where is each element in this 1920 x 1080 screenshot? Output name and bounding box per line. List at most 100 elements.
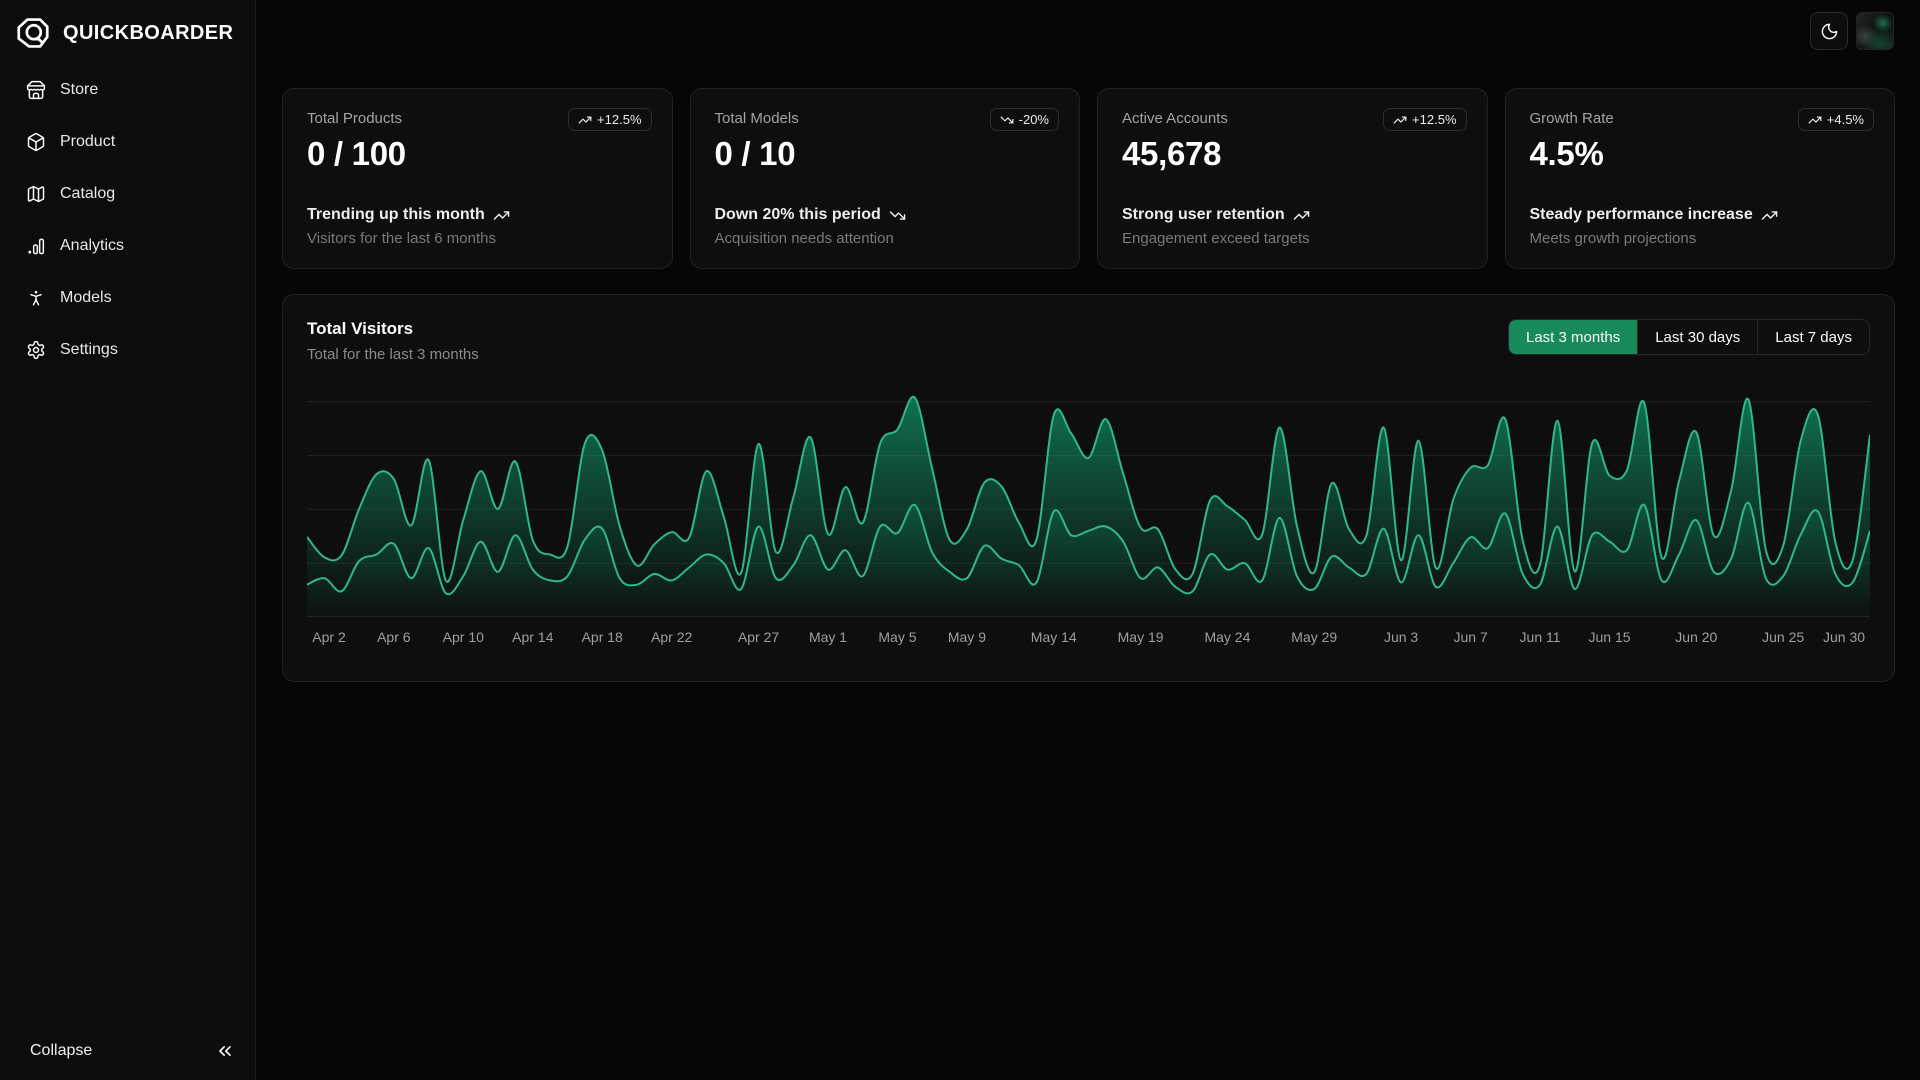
- stat-cards-row: Total Products +12.5% 0 / 100 Trending u…: [282, 88, 1895, 269]
- collapse-label: Collapse: [30, 1042, 93, 1059]
- footer-text: Down 20% this period: [714, 206, 881, 223]
- time-range-selector: Last 3 months Last 30 days Last 7 days: [1508, 319, 1870, 355]
- trend-badge: +12.5%: [1383, 108, 1467, 131]
- stat-card-total-models: Total Models -20% 0 / 10 Down 20% this p…: [689, 88, 1080, 269]
- footer-subtext: Meets growth projections: [1529, 230, 1697, 247]
- trending-down-icon: [889, 210, 906, 220]
- visitors-chart-plot[interactable]: [307, 393, 1870, 617]
- stat-card-total-products: Total Products +12.5% 0 / 100 Trending u…: [282, 88, 673, 269]
- stat-card-growth-rate: Growth Rate +4.5% 4.5% Steady performanc…: [1504, 88, 1895, 269]
- trend-badge: +12.5%: [568, 108, 652, 131]
- x-axis-tick: Apr 18: [581, 629, 623, 645]
- gear-icon: [26, 340, 46, 360]
- top-actions: [1810, 12, 1894, 50]
- sidebar-item-models[interactable]: Models: [16, 278, 239, 318]
- x-axis-labels: Apr 2 Apr 6 Apr 10 Apr 14 Apr 18 Apr 22 Apr 27…: [307, 621, 1870, 647]
- sidebar-item-label: Product: [60, 133, 116, 150]
- sidebar-item-catalog[interactable]: Catalog: [16, 174, 239, 214]
- badge-value: +12.5%: [1412, 112, 1457, 127]
- card-footer: Down 20% this period Acquisition needs a…: [715, 206, 1056, 247]
- x-axis-tick: Apr 6: [377, 629, 411, 645]
- total-visitors-card: Total Visitors Total for the last 3 mont…: [282, 294, 1895, 682]
- badge-value: +4.5%: [1826, 112, 1864, 127]
- badge-value: +12.5%: [597, 112, 642, 127]
- sidebar-collapse-button[interactable]: Collapse: [0, 1022, 255, 1080]
- person-icon: [26, 288, 46, 308]
- range-button-last-3-months[interactable]: Last 3 months: [1509, 320, 1638, 354]
- trend-badge: -20%: [989, 108, 1059, 131]
- card-label: Total Products: [307, 110, 403, 127]
- x-axis-tick: May 19: [1117, 629, 1164, 645]
- brand: QUICKBOARDER: [0, 0, 255, 52]
- brand-title: QUICKBOARDER: [63, 21, 234, 44]
- sidebar-item-label: Catalog: [60, 185, 116, 202]
- quickboarder-logo-icon: [14, 14, 52, 52]
- sidebar-item-label: Settings: [60, 341, 118, 358]
- chart-title: Total Visitors: [307, 319, 414, 338]
- chart-subtitle: Total for the last 3 months: [307, 346, 479, 363]
- visitors-area-chart: [307, 395, 1870, 617]
- trending-up-icon: [1293, 210, 1309, 220]
- store-icon: [26, 80, 46, 100]
- x-axis-tick: Apr 14: [512, 629, 554, 645]
- x-axis-tick: Apr 22: [651, 629, 693, 645]
- card-value: 0 / 10: [714, 135, 796, 172]
- sidebar-item-store[interactable]: Store: [16, 70, 239, 110]
- footer-text: Steady performance increase: [1529, 206, 1753, 223]
- card-value: 0 / 100: [307, 135, 406, 172]
- trending-up-icon: [1393, 116, 1407, 123]
- sidebar: QUICKBOARDER Store Produc: [0, 0, 256, 1080]
- card-footer: Strong user retention Engagement exceed …: [1122, 206, 1463, 247]
- bar-chart-icon: [26, 236, 46, 256]
- trend-badge: +4.5%: [1797, 108, 1874, 131]
- moon-icon: [1820, 22, 1839, 41]
- footer-subtext: Visitors for the last 6 months: [307, 230, 496, 247]
- sidebar-item-label: Models: [60, 289, 112, 306]
- x-axis-tick: May 5: [878, 629, 917, 645]
- footer-text: Strong user retention: [1122, 206, 1285, 223]
- x-axis-tick: May 9: [947, 629, 986, 645]
- sidebar-item-label: Store: [60, 81, 99, 98]
- x-axis-tick: Jun 7: [1453, 629, 1488, 645]
- card-label: Growth Rate: [1529, 110, 1614, 127]
- range-button-last-30-days[interactable]: Last 30 days: [1637, 320, 1757, 354]
- trending-up-icon: [493, 210, 510, 220]
- x-axis-tick: Jun 11: [1519, 629, 1561, 645]
- x-axis-tick: Jun 20: [1675, 629, 1718, 645]
- trending-up-icon: [1761, 210, 1778, 220]
- stat-card-active-accounts: Active Accounts +12.5% 45,678 Strong use…: [1097, 88, 1488, 269]
- trending-up-icon: [578, 116, 592, 123]
- theme-toggle-button[interactable]: [1810, 12, 1848, 50]
- sidebar-nav: Store Product Catalog: [0, 70, 255, 370]
- footer-subtext: Acquisition needs attention: [714, 230, 894, 247]
- card-label: Total Models: [714, 110, 799, 127]
- x-axis-tick: May 24: [1204, 629, 1251, 645]
- x-axis-tick: Jun 30: [1822, 629, 1866, 645]
- trending-down-icon: [1000, 116, 1014, 123]
- sidebar-item-analytics[interactable]: Analytics: [16, 226, 239, 266]
- x-axis-tick: Apr 2: [312, 629, 346, 645]
- sidebar-item-label: Analytics: [60, 237, 125, 254]
- x-axis-tick: May 29: [1291, 629, 1338, 645]
- user-avatar[interactable]: [1856, 12, 1894, 50]
- range-button-last-7-days[interactable]: Last 7 days: [1757, 320, 1869, 354]
- x-axis-tick: May 14: [1030, 629, 1077, 645]
- sidebar-item-product[interactable]: Product: [16, 122, 239, 162]
- x-axis-tick: Jun 15: [1588, 629, 1631, 645]
- footer-text: Trending up this month: [307, 206, 485, 223]
- map-icon: [26, 184, 46, 204]
- x-axis-tick: May 1: [808, 629, 848, 645]
- x-axis-tick: Jun 25: [1762, 629, 1805, 645]
- chart-header: Total Visitors Total for the last 3 mont…: [307, 319, 1870, 363]
- badge-value: -20%: [1018, 112, 1049, 127]
- x-axis-tick: Jun 3: [1383, 629, 1419, 645]
- chevrons-left-icon: [215, 1041, 235, 1061]
- card-value: 45,678: [1122, 135, 1222, 172]
- sidebar-item-settings[interactable]: Settings: [16, 330, 239, 370]
- trending-up-icon: [1808, 116, 1822, 123]
- card-footer: Trending up this month Visitors for the …: [307, 206, 648, 247]
- x-axis-tick: Apr 10: [442, 629, 484, 645]
- card-footer: Steady performance increase Meets growth…: [1530, 206, 1871, 247]
- card-value: 4.5%: [1529, 135, 1604, 172]
- footer-subtext: Engagement exceed targets: [1122, 230, 1310, 247]
